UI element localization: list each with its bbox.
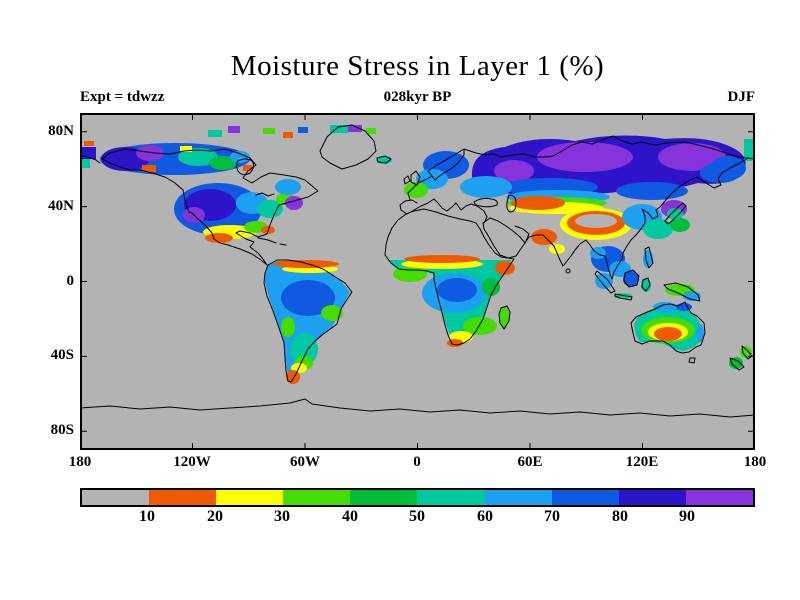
colorbar-segment-20-30 <box>216 490 284 505</box>
colorbar-segment-80-90 <box>618 490 686 505</box>
colorbar-segment-30-40 <box>283 490 351 505</box>
colorbar-label-60: 60 <box>477 508 493 525</box>
colorbar-segment-40-50 <box>350 490 418 505</box>
experiment-label: Expt = tdwzz <box>80 89 165 105</box>
lat-tick-40n: 40N <box>48 198 74 214</box>
colorbar-label-30: 30 <box>274 508 290 525</box>
colorbar-segment-70-80 <box>551 490 619 505</box>
colorbar-label-20: 20 <box>207 508 223 525</box>
lon-tick-120w: 120W <box>173 454 211 470</box>
axis-ticks <box>80 113 755 450</box>
world-map <box>79 113 756 450</box>
lon-tick-0: 0 <box>413 454 421 470</box>
colorbar-segment-90-100 <box>685 490 753 505</box>
time-label: 028kyr BP <box>383 89 452 105</box>
lat-tick-0: 0 <box>66 273 75 289</box>
colorbar-label-40: 40 <box>342 508 358 525</box>
lon-tick-180w: 180 <box>68 454 92 470</box>
lon-tick-180e: 180 <box>743 454 767 470</box>
lat-tick-80n: 80N <box>48 123 74 139</box>
lat-tick-80s: 80S <box>50 422 74 438</box>
colorbar <box>80 488 755 507</box>
season-label: DJF <box>727 89 756 105</box>
chart-title: Moisture Stress in Layer 1 (%) <box>230 50 605 82</box>
colorbar-label-80: 80 <box>612 508 628 525</box>
colorbar-segment-10-20 <box>149 490 217 505</box>
colorbar-label-50: 50 <box>409 508 425 525</box>
colorbar-segment-60-70 <box>484 490 552 505</box>
lat-tick-40s: 40S <box>50 347 74 363</box>
colorbar-label-90: 90 <box>679 508 695 525</box>
world-map-svg <box>79 113 756 450</box>
map-frame <box>80 113 755 450</box>
colorbar-label-10: 10 <box>139 508 155 525</box>
colorbar-label-70: 70 <box>544 508 560 525</box>
map-coastlines <box>79 124 756 418</box>
lon-tick-60w: 60W <box>290 454 320 470</box>
colorbar-segment-0-10 <box>82 490 150 505</box>
lon-tick-60e: 60E <box>517 454 543 470</box>
lon-tick-120e: 120E <box>625 454 659 470</box>
colorbar-segment-50-60 <box>417 490 485 505</box>
